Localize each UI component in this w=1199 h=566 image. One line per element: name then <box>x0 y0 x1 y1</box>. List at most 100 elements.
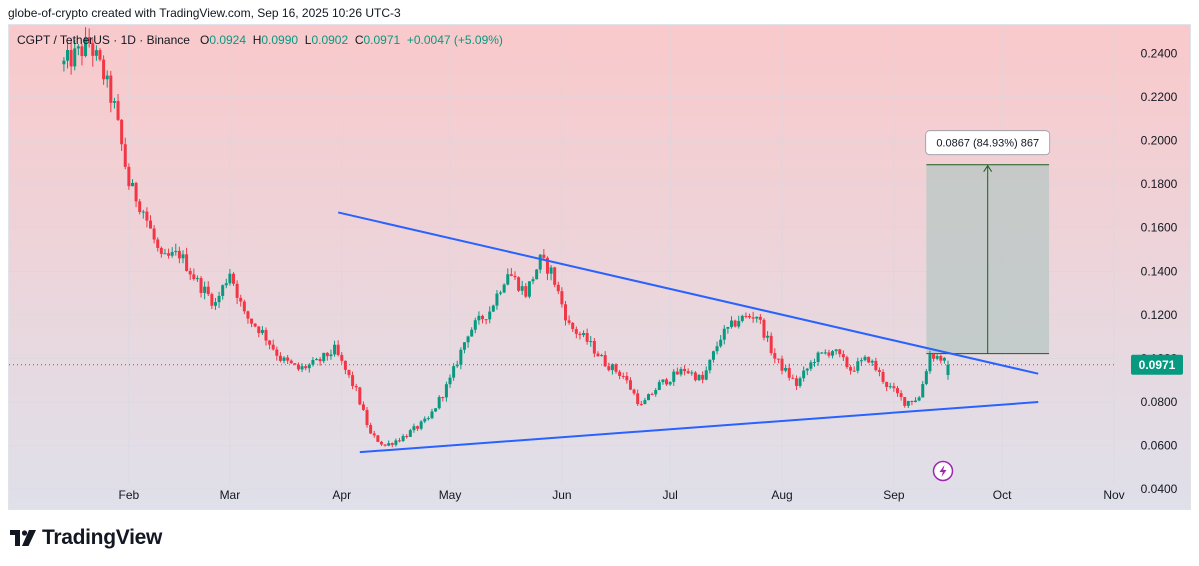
candle <box>560 287 564 308</box>
candle <box>387 440 391 447</box>
brand[interactable]: TradingView <box>10 526 162 550</box>
candle <box>578 331 582 340</box>
lightning-icon[interactable] <box>932 460 954 482</box>
candle <box>452 363 456 381</box>
candle <box>693 371 697 382</box>
candle <box>535 269 539 280</box>
candle <box>744 312 748 319</box>
candle <box>589 336 593 347</box>
y-tick-label: 0.2200 <box>1141 90 1178 104</box>
candle <box>863 355 867 362</box>
candle <box>758 314 762 324</box>
candle <box>401 434 405 443</box>
candle <box>484 319 488 325</box>
trendline-lower[interactable] <box>359 401 1039 454</box>
candle <box>755 316 759 323</box>
candle <box>838 348 842 358</box>
candle <box>156 237 160 252</box>
candle <box>856 357 860 374</box>
price-chart[interactable]: 0.2400 0.2200 0.2000 0.1800 0.1600 0.1400 0.12… <box>9 25 1191 510</box>
candle <box>769 332 773 356</box>
candle <box>885 381 889 392</box>
candle <box>762 318 766 341</box>
candle <box>199 276 203 298</box>
open-label: O <box>199 33 210 47</box>
candle <box>311 357 315 367</box>
candle <box>719 335 723 348</box>
candle <box>102 55 106 85</box>
candle <box>105 70 109 88</box>
candle <box>369 422 373 435</box>
candle <box>116 94 120 121</box>
candle <box>805 367 809 376</box>
candle <box>513 271 517 281</box>
candle <box>333 340 337 357</box>
candle <box>899 390 903 401</box>
candle <box>776 358 780 364</box>
candle <box>325 352 329 361</box>
candle <box>390 442 394 448</box>
candle <box>203 281 207 300</box>
x-tick-label: Feb <box>119 488 140 502</box>
candle <box>679 366 683 377</box>
candle <box>614 363 618 374</box>
candle <box>527 281 531 299</box>
low-label: L <box>304 33 312 47</box>
candle <box>625 372 629 384</box>
candle <box>849 365 853 375</box>
candle <box>870 359 874 366</box>
candle <box>686 368 690 375</box>
candle <box>704 366 708 381</box>
candle <box>419 420 423 431</box>
candle <box>610 363 614 375</box>
candle <box>628 377 632 391</box>
candle <box>928 350 932 374</box>
candle <box>361 401 365 411</box>
candle <box>181 250 185 264</box>
candle <box>574 326 578 339</box>
candle <box>914 397 918 403</box>
candle <box>318 357 322 366</box>
candle <box>553 266 557 288</box>
y-tick-label: 0.0400 <box>1141 482 1178 496</box>
candle <box>69 39 73 75</box>
candle <box>398 437 402 443</box>
candle <box>564 300 567 326</box>
candle <box>542 249 546 260</box>
candle <box>701 371 705 384</box>
candle <box>275 346 279 361</box>
chart-area[interactable]: 0.2400 0.2200 0.2000 0.1800 0.1600 0.1400 0.12… <box>8 24 1191 510</box>
candle <box>668 381 672 386</box>
candle <box>271 339 275 351</box>
candle <box>416 425 420 431</box>
candle <box>448 374 452 388</box>
candle <box>470 327 474 337</box>
candle <box>76 44 80 56</box>
candle <box>780 355 784 375</box>
candle <box>499 290 503 296</box>
candle <box>665 377 669 386</box>
candle <box>282 356 286 364</box>
candle <box>123 137 127 170</box>
candle <box>441 396 445 402</box>
candle <box>289 359 293 364</box>
candle <box>130 179 134 187</box>
candle <box>73 39 77 71</box>
candle <box>109 70 113 113</box>
candle <box>787 363 791 381</box>
open-value: 0.0924 <box>209 33 247 47</box>
candle <box>939 354 943 364</box>
candle <box>791 374 795 380</box>
trendlines[interactable] <box>337 211 1039 454</box>
candle <box>365 406 369 428</box>
candle <box>895 385 899 397</box>
candle <box>405 434 409 439</box>
candle <box>618 369 622 380</box>
last-price-label: 0.0971 <box>1139 358 1176 372</box>
candle <box>170 247 174 258</box>
tradingview-logo-icon <box>10 530 36 546</box>
candle <box>794 375 798 391</box>
candle <box>232 272 236 286</box>
candle <box>621 372 625 380</box>
trendline-upper[interactable] <box>337 211 1039 375</box>
